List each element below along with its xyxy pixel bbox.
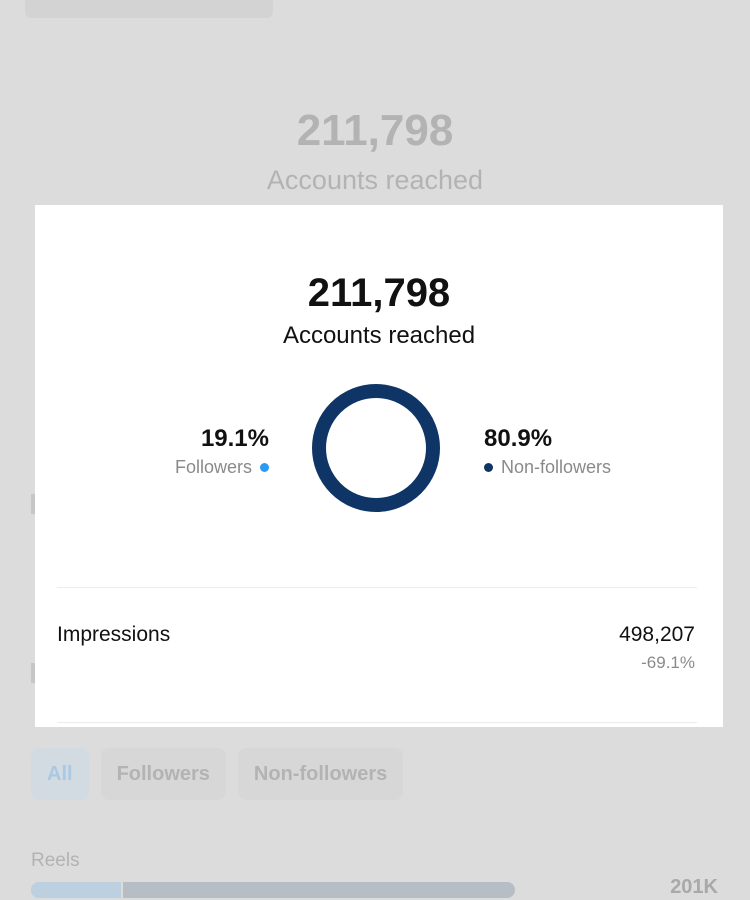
audience-filter-tabs: All Followers Non-followers	[31, 748, 404, 800]
accounts-reached-value: 211,798	[307, 271, 451, 315]
background-edge-mark	[31, 663, 35, 683]
divider	[57, 722, 697, 723]
followers-stat: 19.1% Followers	[175, 425, 269, 478]
non-followers-legend-label: Non-followers	[501, 457, 612, 477]
divider	[57, 587, 697, 588]
non-followers-stat: 80.9% Non-followers	[484, 425, 611, 478]
non-followers-percent: 80.9%	[484, 425, 553, 452]
accounts-reached-card: 211,798 Accounts reached 19.1% Followers…	[35, 205, 723, 727]
followers-legend-dot	[260, 463, 269, 472]
background-accounts-reached-value: 211,798	[296, 106, 454, 155]
tab-all[interactable]: All	[31, 748, 89, 800]
reels-value: 201K	[670, 876, 718, 898]
reels-bar	[31, 882, 515, 898]
donut-segment-non-followers	[312, 384, 440, 512]
tab-followers[interactable]: Followers	[100, 748, 226, 800]
followers-legend-label: Followers	[174, 457, 252, 477]
background-edge-mark	[31, 494, 35, 514]
accounts-reached-label: Accounts reached	[282, 322, 476, 349]
impressions-value: 498,207	[619, 623, 695, 646]
impressions-change: -69.1%	[641, 653, 695, 672]
non-followers-legend-dot	[484, 463, 493, 472]
followers-percent: 19.1%	[200, 425, 269, 452]
reels-bar-followers-fill	[31, 882, 124, 898]
background-accounts-reached-label: Accounts reached	[266, 165, 484, 195]
audience-donut-chart	[312, 384, 440, 512]
account-selector-chip[interactable]	[25, 0, 273, 18]
tab-non-followers[interactable]: Non-followers	[237, 748, 404, 800]
reels-label: Reels	[31, 850, 80, 871]
impressions-label: Impressions	[57, 623, 171, 646]
date-range-label[interactable]	[705, 0, 712, 14]
